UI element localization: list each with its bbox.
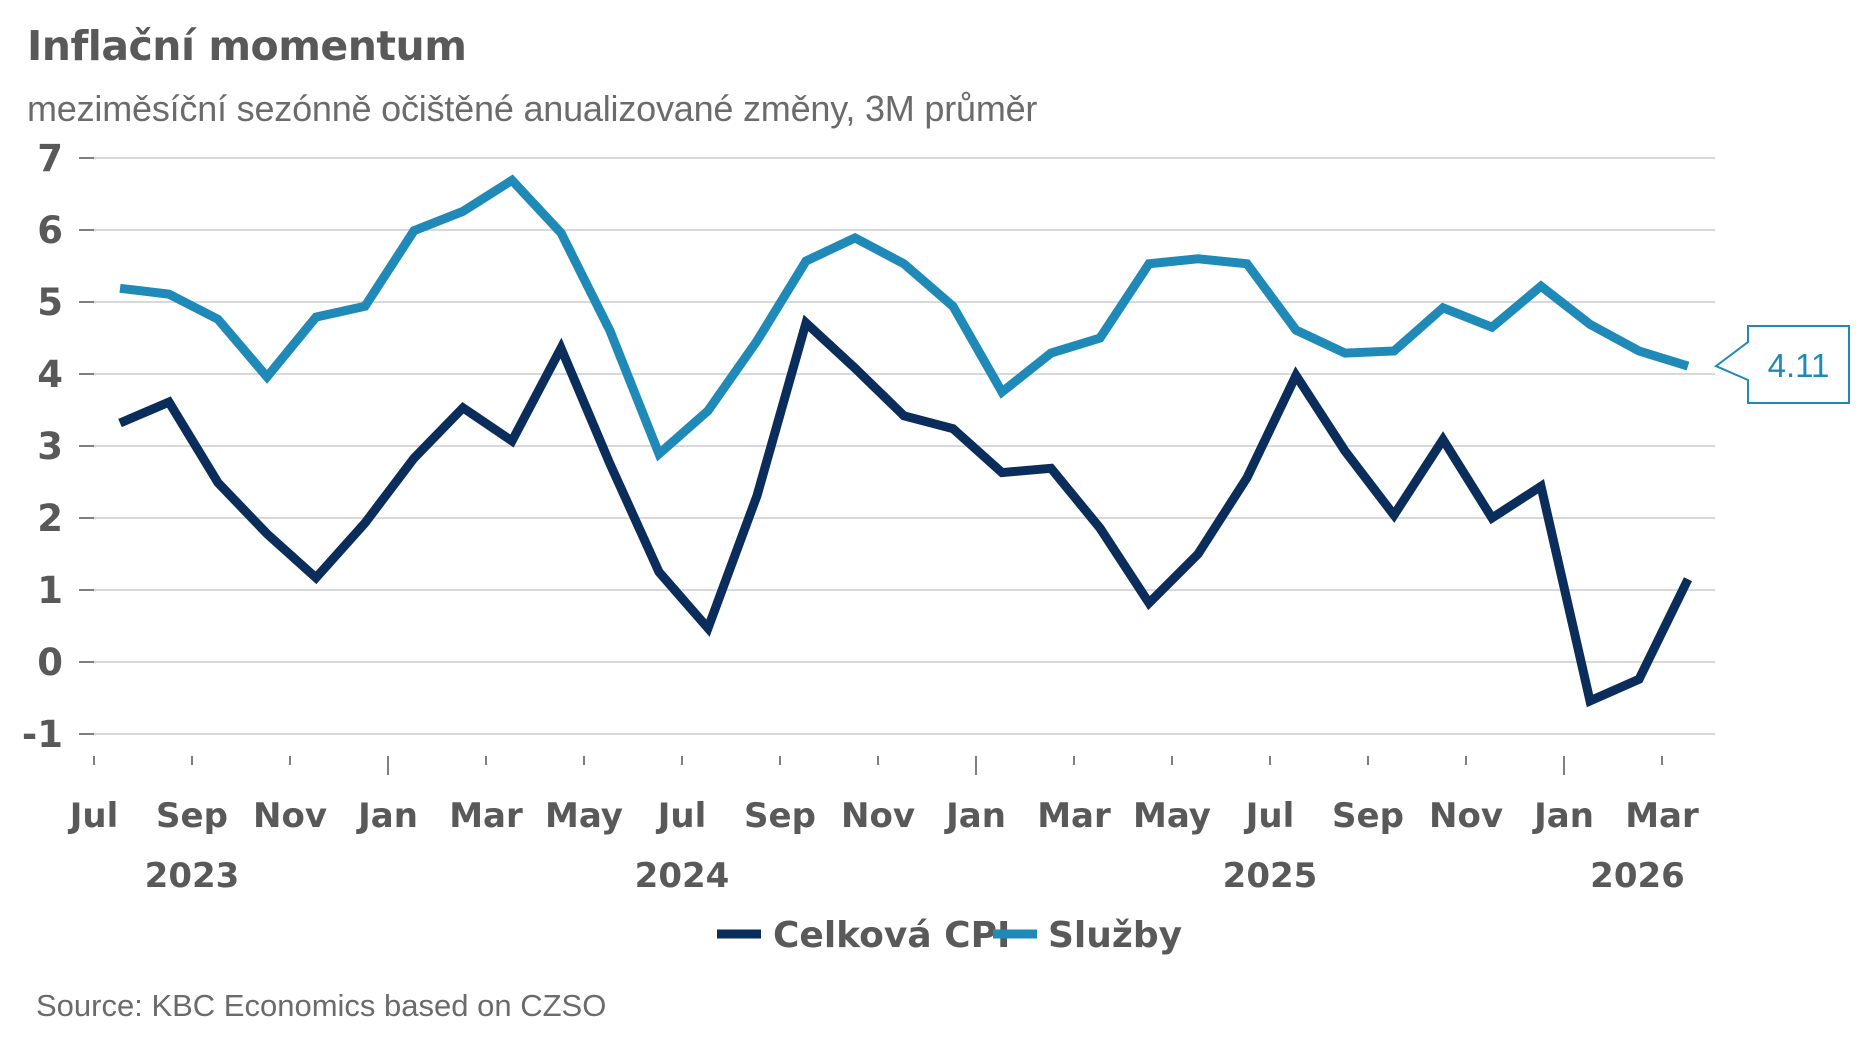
x-tick-label: Nov bbox=[841, 796, 915, 836]
legend-item: Služby bbox=[993, 915, 1182, 956]
x-tick-label: May bbox=[1133, 796, 1211, 836]
x-tick-label: May bbox=[545, 796, 623, 836]
x-year-label: 2023 bbox=[145, 856, 240, 896]
x-tick-label: Mar bbox=[449, 796, 523, 836]
y-tick-label: 0 bbox=[37, 641, 63, 684]
x-tick-label: Jan bbox=[1532, 796, 1594, 836]
y-tick-label: 4 bbox=[37, 353, 63, 396]
y-tick-label: 6 bbox=[37, 209, 63, 252]
chart-title: Inflační momentum bbox=[27, 22, 467, 70]
x-tick-label: Jul bbox=[68, 796, 119, 836]
x-year-label: 2026 bbox=[1590, 856, 1685, 896]
x-tick-label: Mar bbox=[1625, 796, 1699, 836]
x-tick-label: Sep bbox=[1332, 796, 1404, 836]
y-tick-label: 3 bbox=[37, 425, 63, 468]
y-tick-label: -1 bbox=[22, 713, 63, 756]
x-axis: Jul Sep Nov Jan Mar May Jul Sep Nov Jan Mar May Jul S… bbox=[68, 756, 1699, 896]
legend-label: Celková CPI bbox=[773, 915, 1010, 956]
x-tick-label: Jul bbox=[1244, 796, 1295, 836]
legend-label: Služby bbox=[1048, 915, 1182, 956]
y-tick-label: 7 bbox=[37, 137, 63, 180]
gridlines bbox=[94, 157, 1715, 735]
x-tick-label: Jan bbox=[944, 796, 1006, 836]
callout-value: 4.11 bbox=[1768, 347, 1830, 384]
x-tick-label: Jul bbox=[656, 796, 707, 836]
x-tick-label: Sep bbox=[156, 796, 228, 836]
y-tick-label: 5 bbox=[37, 281, 63, 324]
legend: Celková CPI Služby bbox=[717, 915, 1182, 956]
x-tick-label: Nov bbox=[253, 796, 327, 836]
source-note: Source: KBC Economics based on CZSO bbox=[36, 988, 607, 1023]
callout-box bbox=[1714, 325, 1850, 404]
series-lines bbox=[118, 174, 1693, 708]
x-tick-label: Jan bbox=[356, 796, 418, 836]
x-tick-label: Sep bbox=[744, 796, 816, 836]
series-line-cpi bbox=[118, 314, 1693, 708]
last-value-callout: 4.11 bbox=[1714, 325, 1850, 404]
y-tick-label: 2 bbox=[37, 497, 63, 540]
x-year-label: 2025 bbox=[1223, 856, 1318, 896]
y-axis: 7 6 5 4 3 2 1 0 -1 bbox=[22, 137, 94, 756]
chart-subtitle: meziměsíční sezónně očištěné anualizovan… bbox=[27, 88, 1038, 129]
y-tick-label: 1 bbox=[37, 569, 63, 612]
x-tick-label: Mar bbox=[1037, 796, 1111, 836]
legend-item: Celková CPI bbox=[717, 915, 1010, 956]
x-tick-label: Nov bbox=[1429, 796, 1503, 836]
x-year-label: 2024 bbox=[635, 856, 730, 896]
